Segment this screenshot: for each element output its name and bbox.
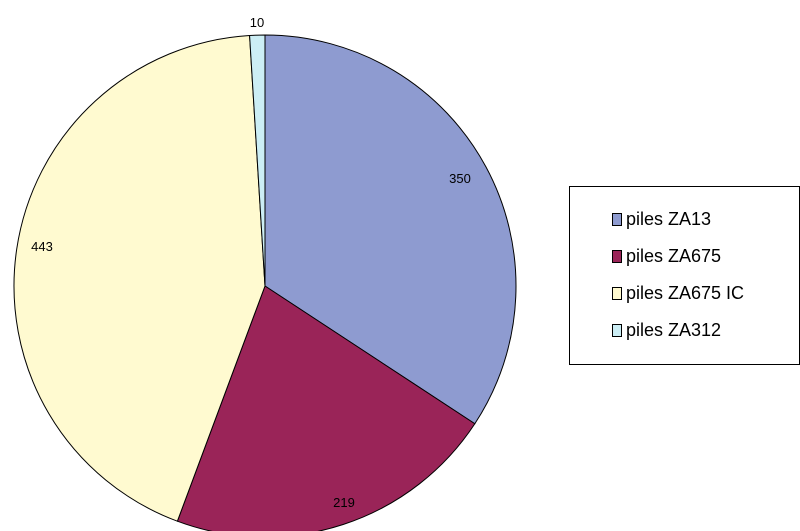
legend-item-piles-za675: piles ZA675 xyxy=(570,238,799,275)
legend-item-piles-za675-ic: piles ZA675 IC xyxy=(570,275,799,312)
pie-slice-piles-za13 xyxy=(264,34,517,425)
pie-slice-piles-za675 xyxy=(176,285,476,531)
pie-slices xyxy=(13,34,517,531)
chart-legend: piles ZA13 piles ZA675 piles ZA675 IC pi… xyxy=(569,186,800,365)
legend-swatch-piles-za13 xyxy=(612,213,622,226)
legend-swatch-piles-za675-ic xyxy=(612,287,622,300)
legend-label-piles-za675-ic: piles ZA675 IC xyxy=(626,283,745,303)
legend-label-piles-za13: piles ZA13 xyxy=(626,209,712,229)
data-label-piles-za675-ic: 443 xyxy=(31,239,53,254)
pie-slice-piles-za312 xyxy=(249,34,266,287)
pie-slice-piles-za675-ic xyxy=(13,34,266,522)
data-label-piles-za13: 350 xyxy=(449,171,471,186)
legend-item-piles-za13: piles ZA13 xyxy=(570,201,799,238)
data-label-piles-za675: 219 xyxy=(333,495,355,510)
legend-swatch-piles-za312 xyxy=(612,324,622,337)
legend-item-piles-za312: piles ZA312 xyxy=(570,312,799,349)
pie-data-labels: 350 219 443 10 xyxy=(31,15,471,510)
data-label-piles-za312: 10 xyxy=(250,15,264,30)
legend-swatch-piles-za675 xyxy=(612,250,622,263)
legend-label-piles-za312: piles ZA312 xyxy=(626,320,722,340)
legend-label-piles-za675: piles ZA675 xyxy=(626,246,722,266)
